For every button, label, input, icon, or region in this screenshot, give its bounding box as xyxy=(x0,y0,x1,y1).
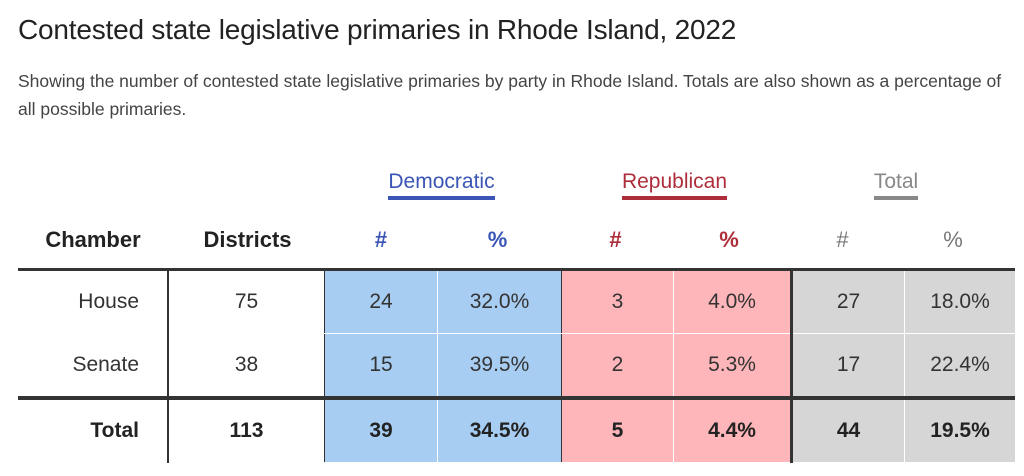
page-title: Contested state legislative primaries in… xyxy=(18,14,737,45)
table-row-house: House 75 24 32.0% 3 4.0% 27 18.0% xyxy=(18,268,1015,334)
cell-districts: 75 xyxy=(167,268,325,334)
cell-dem-count: 39 xyxy=(324,396,438,463)
cell-districts: 113 xyxy=(167,396,325,463)
cell-chamber: Senate xyxy=(18,333,168,399)
cell-rep-pct: 5.3% xyxy=(673,333,793,399)
cell-rep-count: 5 xyxy=(561,396,674,463)
page-subtitle: Showing the number of contested state le… xyxy=(18,71,1002,119)
cell-dem-pct: 34.5% xyxy=(437,396,562,463)
cell-districts: 38 xyxy=(167,333,325,399)
republican-label: Republican xyxy=(621,170,728,200)
cell-rep-count: 2 xyxy=(561,333,674,399)
primaries-table: House 75 24 32.0% 3 4.0% 27 18.0% Senate… xyxy=(18,268,1015,463)
cell-rep-count: 3 xyxy=(561,268,674,334)
col-header-dem-count: # xyxy=(374,227,388,252)
cell-chamber: House xyxy=(18,268,168,334)
table-row-total: Total 113 39 34.5% 5 4.4% 44 19.5% xyxy=(18,396,1015,463)
cell-dem-pct: 39.5% xyxy=(437,333,562,399)
col-header-rep-count: # xyxy=(609,227,622,252)
cell-chamber: Total xyxy=(18,396,168,463)
total-label: Total xyxy=(873,170,919,200)
cell-total-count: 17 xyxy=(791,333,905,399)
col-header-total-count: # xyxy=(836,227,849,252)
cell-dem-count: 24 xyxy=(324,268,438,334)
cell-total-pct: 22.4% xyxy=(904,333,1015,399)
republican-group-header: Republican xyxy=(558,170,791,206)
col-header-chamber: Chamber xyxy=(45,227,141,252)
democratic-label: Democratic xyxy=(388,170,495,200)
democratic-group-header: Democratic xyxy=(325,170,558,206)
total-group-header: Total xyxy=(785,170,1007,206)
cell-total-count: 27 xyxy=(791,268,905,334)
table-row-senate: Senate 38 15 39.5% 2 5.3% 17 22.4% xyxy=(18,333,1015,399)
cell-total-pct: 19.5% xyxy=(904,396,1015,463)
col-header-dem-pct: % xyxy=(487,227,508,252)
cell-rep-pct: 4.4% xyxy=(673,396,793,463)
col-header-total-pct: % xyxy=(943,227,963,252)
col-header-districts: Districts xyxy=(203,227,292,252)
cell-total-count: 44 xyxy=(791,396,905,463)
col-header-rep-pct: % xyxy=(719,227,739,252)
cell-rep-pct: 4.0% xyxy=(673,268,793,334)
cell-total-pct: 18.0% xyxy=(904,268,1015,334)
cell-dem-pct: 32.0% xyxy=(437,268,562,334)
cell-dem-count: 15 xyxy=(324,333,438,399)
